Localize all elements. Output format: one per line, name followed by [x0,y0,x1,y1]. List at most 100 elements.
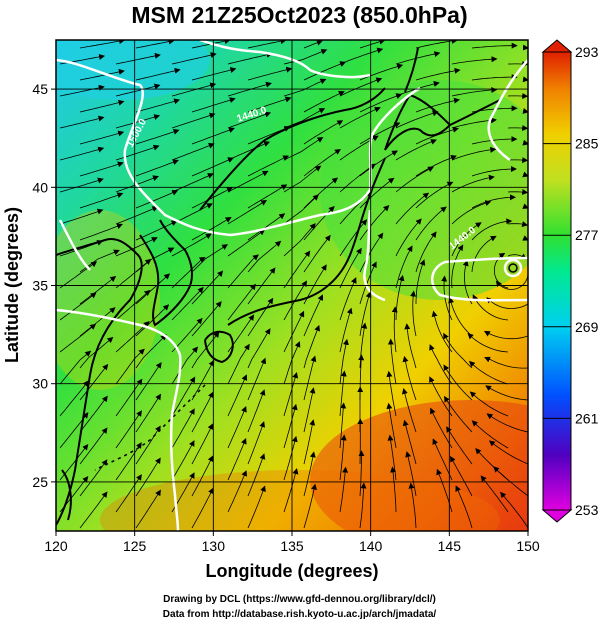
streamline [283,108,326,129]
streamline [227,254,259,289]
streamline [303,205,335,241]
streamline [359,40,386,49]
streamline [283,372,299,417]
colorbar: 293 285 277 269 261 253 [541,39,599,523]
streamline [115,348,145,385]
y-tick-label: 25 [32,474,48,490]
x-tick-label: 120 [44,538,68,554]
streamline [359,177,395,209]
streamline [451,146,497,161]
streamline [339,47,384,65]
streamline [191,391,214,433]
streamline [283,48,328,65]
streamline [359,322,368,369]
streamline [500,491,528,529]
streamline [339,277,357,321]
credit-drawing: Drawing by DCL (https://www.gfd-dennou.o… [163,594,436,605]
streamline [115,258,152,289]
colorbar-tick-label: 261 [575,410,599,426]
streamline [471,166,517,177]
contour-1440-north [487,59,528,162]
coastline-china [56,238,143,526]
streamline [485,385,528,401]
streamline [415,206,447,241]
streamline [115,289,151,321]
x-tick-label: 135 [280,538,304,554]
streamline [191,423,214,465]
streamline [359,261,377,305]
streamline [191,301,222,337]
colorbar-bottom-arrow [541,509,573,523]
streamline [451,87,498,97]
streamline [115,474,142,513]
credit-data: Data from http://database.rish.kyoto-u.a… [162,609,437,620]
coastline-honshu [227,157,386,326]
streamline [171,440,195,481]
streamline [451,244,464,289]
streamline [432,438,453,481]
y-tick-label: 45 [32,81,48,97]
streamline [247,213,286,241]
streamline [247,389,266,433]
streamline [135,98,181,113]
streamline [303,483,317,529]
streamline [247,453,266,497]
streamline [467,333,509,353]
coastline-taiwan [61,469,72,521]
streamline [415,231,437,273]
streamline [359,291,372,337]
streamline [486,413,528,433]
streamline [390,466,397,513]
streamline [402,355,417,401]
streamline [135,67,181,81]
streamline [59,261,98,289]
streamline [135,190,179,209]
streamline [135,220,178,241]
colorbar-tick-label: 293 [575,44,599,60]
streamline [415,67,461,81]
streamline [227,229,266,257]
field-shading [56,40,528,531]
streamline [359,204,390,241]
streamline [443,332,473,369]
streamline [135,128,180,145]
streamline [359,150,398,177]
contour-1500-north [199,40,371,79]
streamline [283,468,299,513]
streamline [483,330,528,340]
streamline [386,402,397,449]
streamline [135,457,161,497]
streamline [339,247,362,289]
streamline [115,52,161,65]
coastline-primorye [199,87,386,211]
streamline [486,297,528,309]
streamline [135,489,161,529]
x-tick-label: 150 [516,538,540,554]
streamline [79,275,117,305]
streamline [395,192,430,225]
streamline [404,323,417,369]
streamline [191,331,220,369]
streamline [469,391,509,417]
streamline [227,405,247,449]
streamline [59,380,89,417]
streamline [247,66,293,81]
streamline [191,216,232,241]
streamline [135,425,161,465]
streamline [450,455,473,497]
streamline [59,146,105,161]
streamline [227,470,248,513]
streamline [171,112,216,129]
streamline [247,155,290,177]
streamline [247,297,274,337]
streamline [448,296,473,337]
streamline [395,51,441,65]
streamline [135,362,162,401]
coastline-kurils [449,99,501,126]
streamline [415,40,458,49]
streamline [171,233,212,257]
streamline [455,485,473,529]
streamline [115,206,159,225]
streamline [431,310,453,353]
streamline [247,240,282,273]
